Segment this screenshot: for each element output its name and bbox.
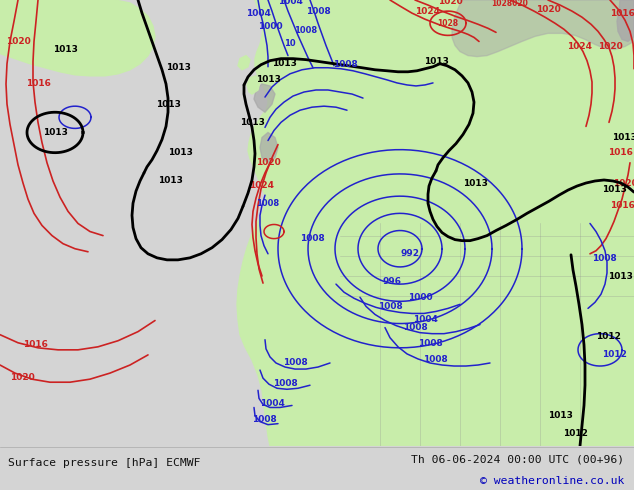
Text: 1004: 1004 (245, 9, 271, 18)
Text: 1008: 1008 (252, 415, 276, 424)
Text: 1012: 1012 (595, 332, 621, 341)
Text: 1008: 1008 (378, 302, 403, 311)
Text: 1008: 1008 (294, 26, 318, 35)
Text: 1013: 1013 (256, 75, 280, 84)
Text: 1020: 1020 (598, 42, 623, 51)
Text: 1024: 1024 (415, 7, 441, 16)
Text: 1008: 1008 (592, 254, 616, 263)
Text: Surface pressure [hPa] ECMWF: Surface pressure [hPa] ECMWF (8, 458, 200, 467)
Polygon shape (260, 132, 278, 163)
Text: © weatheronline.co.uk: © weatheronline.co.uk (480, 476, 624, 486)
Text: 1013: 1013 (155, 99, 181, 109)
Text: 1013: 1013 (602, 185, 626, 194)
Text: 1013: 1013 (167, 148, 193, 157)
Text: 1013: 1013 (612, 133, 634, 142)
Text: 1013: 1013 (424, 57, 448, 66)
Polygon shape (0, 0, 155, 76)
Text: 1024: 1024 (250, 180, 275, 190)
Text: 1028: 1028 (437, 19, 458, 28)
Text: 1008: 1008 (403, 323, 427, 332)
Text: 1008: 1008 (423, 355, 448, 365)
Polygon shape (254, 84, 275, 112)
Text: 1020: 1020 (6, 37, 30, 46)
Text: 1020: 1020 (536, 4, 560, 14)
Text: 1013: 1013 (607, 271, 633, 281)
Text: 1016: 1016 (609, 201, 634, 210)
Text: 1024: 1024 (567, 42, 593, 51)
Text: 1013: 1013 (463, 178, 488, 188)
Text: 1000: 1000 (408, 293, 432, 302)
Text: 1012: 1012 (602, 350, 626, 359)
Polygon shape (617, 0, 634, 42)
Text: 1000: 1000 (257, 22, 282, 31)
Polygon shape (452, 0, 634, 57)
Polygon shape (237, 0, 634, 446)
Text: 1013: 1013 (42, 128, 67, 137)
Text: 996: 996 (382, 276, 401, 286)
Text: 1004: 1004 (413, 315, 437, 324)
Text: 992: 992 (401, 249, 420, 258)
Polygon shape (452, 0, 634, 57)
Text: 1013: 1013 (548, 411, 573, 420)
Text: 1020: 1020 (256, 158, 280, 167)
Text: 1004: 1004 (278, 0, 302, 5)
Text: 1013: 1013 (271, 59, 297, 68)
Text: 1016: 1016 (609, 9, 634, 18)
Text: 1013: 1013 (165, 63, 190, 72)
Text: 1013: 1013 (53, 45, 77, 54)
Text: Th 06-06-2024 00:00 UTC (00+96): Th 06-06-2024 00:00 UTC (00+96) (411, 454, 624, 464)
Text: 1012: 1012 (562, 429, 588, 438)
Text: 1004: 1004 (259, 399, 285, 408)
Text: 1016: 1016 (25, 79, 51, 88)
Text: 1028020: 1028020 (491, 0, 528, 7)
Text: 1008: 1008 (306, 7, 330, 16)
Polygon shape (238, 55, 250, 70)
Text: 10: 10 (284, 39, 296, 48)
Text: 1008: 1008 (333, 60, 358, 69)
Polygon shape (247, 76, 260, 94)
Text: 1013: 1013 (240, 118, 264, 127)
Text: 1020: 1020 (10, 372, 34, 382)
Text: 1013: 1013 (158, 176, 183, 186)
Text: 1020: 1020 (612, 178, 634, 188)
Text: 1008: 1008 (256, 199, 280, 208)
Text: 1016: 1016 (607, 148, 633, 157)
Text: 1008: 1008 (273, 379, 297, 388)
Text: 1020: 1020 (437, 0, 462, 5)
Text: 1016: 1016 (23, 340, 48, 349)
Text: 1008: 1008 (300, 234, 325, 243)
Text: 1008: 1008 (283, 359, 307, 368)
Text: 1008: 1008 (418, 339, 443, 348)
